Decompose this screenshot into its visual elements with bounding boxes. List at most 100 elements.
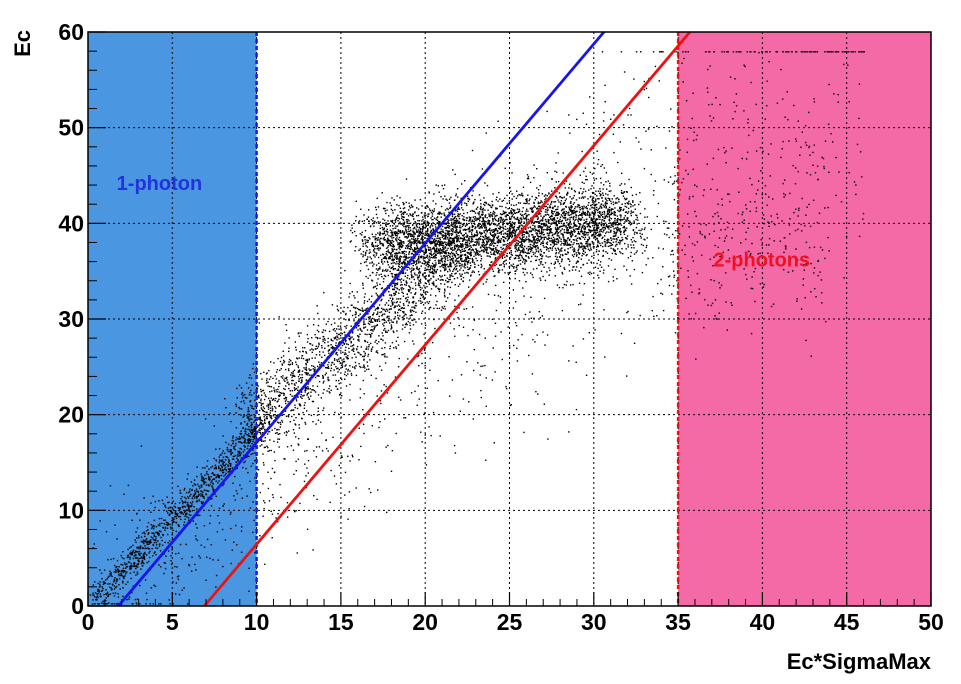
- data-point: [218, 465, 220, 468]
- data-point: [614, 250, 616, 253]
- data-point: [357, 301, 359, 303]
- data-point: [132, 557, 135, 560]
- data-point: [433, 252, 436, 254]
- data-point: [327, 341, 329, 343]
- data-point: [148, 540, 150, 542]
- data-point: [602, 245, 604, 248]
- data-point: [385, 253, 387, 255]
- data-point: [383, 325, 385, 327]
- data-point: [338, 333, 341, 335]
- data-point: [584, 233, 586, 236]
- data-point: [353, 320, 355, 322]
- data-point: [353, 348, 355, 350]
- data-point: [367, 239, 369, 242]
- data-point: [137, 563, 139, 566]
- data-point: [555, 251, 558, 254]
- data-point: [402, 288, 405, 290]
- data-point: [460, 275, 463, 277]
- data-point: [303, 367, 305, 369]
- data-point: [336, 335, 338, 337]
- data-point: [103, 582, 105, 585]
- data-point: [254, 399, 256, 402]
- data-point: [363, 393, 365, 395]
- data-point: [394, 312, 396, 314]
- data-point: [446, 199, 448, 201]
- data-point: [507, 243, 509, 245]
- data-point: [564, 217, 566, 220]
- data-point: [248, 426, 250, 428]
- data-point: [518, 241, 521, 243]
- data-point: [474, 198, 476, 201]
- data-point: [572, 255, 575, 258]
- data-point: [250, 453, 252, 455]
- data-point: [277, 388, 279, 391]
- data-point: [250, 431, 252, 434]
- data-point: [355, 311, 357, 314]
- data-point: [379, 365, 381, 368]
- data-point: [433, 269, 435, 272]
- data-point: [418, 300, 420, 302]
- data-point: [336, 339, 338, 341]
- data-point: [364, 239, 366, 241]
- data-point: [412, 205, 414, 208]
- data-point: [430, 229, 432, 232]
- data-point: [404, 263, 406, 265]
- data-point: [440, 309, 443, 311]
- data-point: [424, 297, 426, 299]
- data-point: [507, 223, 509, 226]
- data-point: [189, 488, 191, 490]
- data-point: [412, 230, 414, 232]
- data-point: [262, 406, 265, 408]
- data-point: [205, 481, 207, 484]
- data-point: [505, 259, 507, 261]
- data-point: [517, 257, 520, 259]
- data-point: [587, 232, 590, 234]
- data-point: [142, 539, 145, 541]
- data-point: [278, 394, 280, 397]
- data-point: [401, 265, 403, 268]
- data-point: [215, 467, 217, 470]
- data-point: [485, 281, 487, 283]
- data-point: [431, 241, 433, 243]
- data-point: [129, 572, 132, 574]
- data-point: [301, 355, 304, 357]
- data-point: [106, 594, 108, 596]
- data-point: [281, 363, 283, 365]
- data-point: [362, 251, 365, 253]
- data-point: [220, 464, 222, 467]
- data-point: [322, 338, 324, 341]
- data-point: [134, 556, 137, 558]
- data-point: [366, 307, 369, 309]
- data-point: [314, 357, 316, 359]
- data-point: [616, 219, 618, 221]
- data-point: [413, 310, 415, 313]
- data-point: [243, 402, 246, 404]
- data-point: [371, 262, 373, 264]
- data-point: [396, 320, 398, 322]
- data-point: [146, 543, 148, 546]
- data-point: [462, 238, 465, 240]
- data-point: [196, 466, 198, 468]
- data-point: [222, 462, 224, 465]
- data-point: [405, 229, 407, 231]
- data-point: [270, 449, 272, 452]
- data-point: [376, 282, 378, 284]
- data-point: [147, 540, 149, 543]
- data-point: [435, 244, 437, 246]
- data-point: [512, 263, 515, 265]
- data-point: [444, 296, 446, 298]
- data-point: [502, 244, 504, 246]
- data-point: [560, 233, 562, 235]
- data-point: [581, 246, 583, 248]
- data-point: [403, 231, 405, 233]
- data-point: [312, 365, 315, 367]
- data-point: [208, 478, 210, 480]
- data-point: [434, 259, 436, 262]
- data-point: [512, 209, 514, 211]
- data-point: [403, 203, 405, 205]
- data-point: [105, 579, 107, 581]
- data-point: [448, 225, 451, 228]
- data-point: [402, 222, 405, 225]
- data-point: [229, 468, 232, 470]
- data-point: [291, 390, 293, 392]
